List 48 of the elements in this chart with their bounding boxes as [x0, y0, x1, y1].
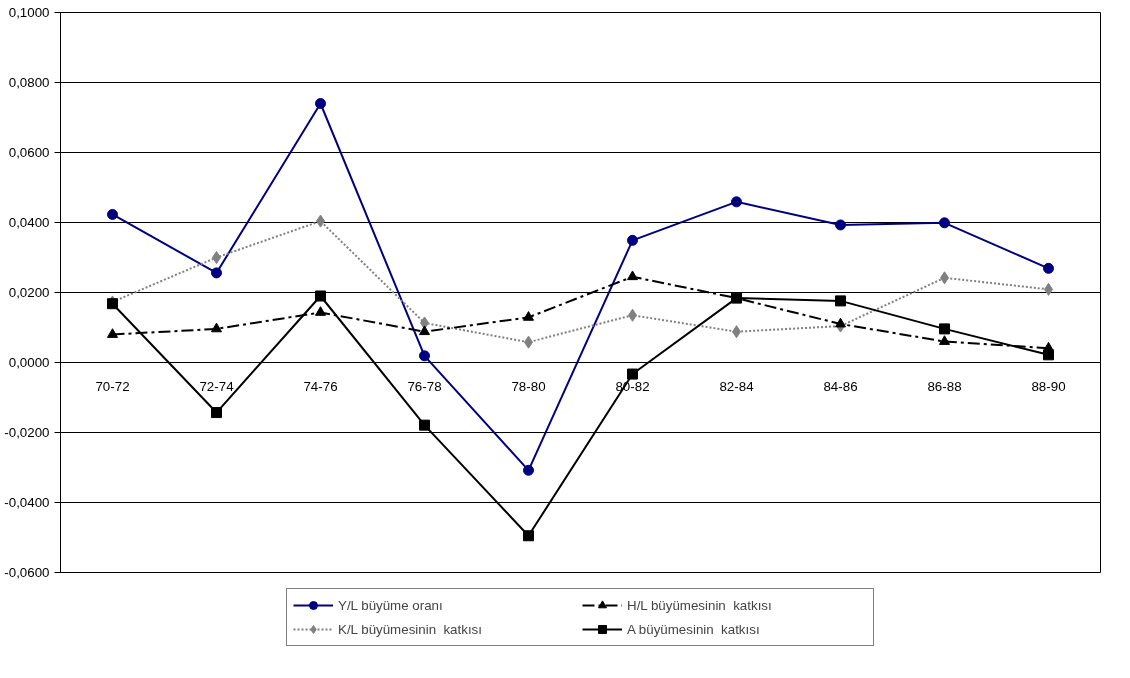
point	[523, 464, 534, 476]
y-tick-label: -0,0400	[4, 495, 50, 510]
point	[419, 325, 430, 336]
legend-label: Y/L büyüme oranı	[338, 597, 444, 613]
legend-label: K/L büyümesinin katkısı	[338, 621, 483, 637]
point	[627, 270, 638, 281]
point	[731, 196, 742, 208]
point	[315, 306, 326, 316]
point	[107, 208, 118, 220]
point	[419, 419, 430, 431]
legend-label: A büyümesinin katkısı	[627, 621, 761, 637]
point	[1043, 262, 1054, 274]
point	[627, 234, 638, 246]
y-tick-label: 0,0000	[8, 355, 50, 370]
y-tick-label: -0,0600	[4, 565, 50, 580]
point	[523, 530, 534, 542]
x-tick-label: 86-88	[927, 378, 962, 394]
x-tick-label: 76-78	[407, 378, 442, 394]
point	[211, 267, 222, 279]
point	[835, 295, 846, 307]
point	[315, 290, 326, 302]
y-tick-label: -0,0200	[4, 425, 50, 440]
x-tick-label: 88-90	[1031, 378, 1066, 394]
y-tick-label: 0,0400	[8, 215, 50, 230]
point	[315, 98, 326, 109]
point	[211, 322, 222, 333]
point	[419, 350, 430, 362]
y-tick-label: 0,0600	[8, 145, 50, 160]
x-tick-label: 72-74	[199, 378, 235, 394]
point	[523, 311, 534, 321]
y-tick-label: 0,0800	[8, 75, 50, 90]
x-tick-label: 70-72	[95, 378, 130, 394]
point	[627, 368, 638, 380]
x-tick-label: 84-86	[823, 378, 858, 394]
point	[211, 407, 222, 419]
point	[107, 328, 118, 338]
legend-label: H/L büyümesinin katkısı	[627, 597, 773, 613]
point	[1043, 349, 1054, 361]
point	[939, 323, 950, 335]
x-tick-label: 82-84	[719, 378, 755, 394]
x-tick-label: 78-80	[511, 378, 546, 394]
point	[835, 317, 846, 328]
x-tick-label: 74-76	[303, 378, 338, 394]
point	[939, 335, 950, 345]
y-tick-label: 0,1000	[8, 5, 50, 20]
point	[939, 217, 950, 229]
y-tick-label: 0,0200	[8, 285, 50, 300]
point	[835, 219, 846, 231]
